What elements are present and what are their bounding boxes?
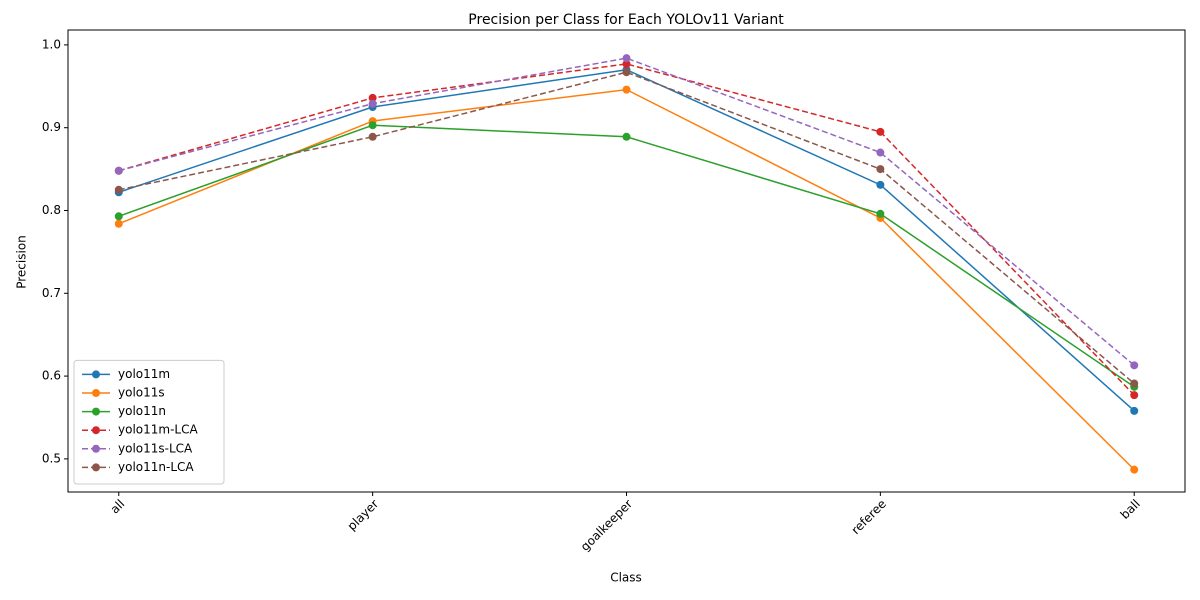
point xyxy=(876,148,885,157)
legend-label: yolo11m xyxy=(118,367,170,381)
legend-marker xyxy=(92,463,100,472)
x-tick-label: all xyxy=(108,497,128,517)
y-tick-label: 0.6 xyxy=(42,369,61,383)
y-tick-label: 1.0 xyxy=(42,37,61,51)
point xyxy=(622,132,631,141)
series-line xyxy=(118,68,1135,412)
point xyxy=(876,180,885,189)
point xyxy=(1130,406,1139,415)
point xyxy=(368,132,377,141)
series-line xyxy=(118,63,1135,396)
series-line xyxy=(118,124,1135,388)
plot-frame xyxy=(67,29,1186,493)
legend-label: yolo11n-LCA xyxy=(118,460,194,474)
x-axis-label: Class xyxy=(610,571,642,585)
legend-marker xyxy=(92,389,100,397)
legend-label: yolo11m-LCA xyxy=(118,423,198,437)
series-line xyxy=(118,71,1135,385)
legend-label: yolo11n xyxy=(118,404,166,418)
x-tick-label: player xyxy=(345,497,382,534)
legend-label: yolo11s xyxy=(118,386,165,400)
point xyxy=(1130,361,1139,370)
y-axis-label: Precision xyxy=(15,235,29,289)
point xyxy=(114,219,123,228)
y-tick-label: 0.8 xyxy=(42,203,61,217)
point xyxy=(114,212,123,221)
chart-title: Precision per Class for Each YOLOv11 Var… xyxy=(468,12,784,28)
point xyxy=(876,127,885,136)
point xyxy=(876,165,885,174)
legend-box xyxy=(73,359,225,485)
point xyxy=(622,85,631,94)
series-line xyxy=(118,88,1135,471)
x-tick-label: referee xyxy=(849,497,889,537)
point xyxy=(1130,379,1139,388)
x-tick-label: goalkeeper xyxy=(578,497,635,554)
point xyxy=(876,209,885,218)
series-line xyxy=(118,57,1135,366)
legend-marker xyxy=(92,407,100,416)
legend-marker xyxy=(92,370,100,379)
point xyxy=(368,99,377,108)
legend-label: yolo11s-LCA xyxy=(118,441,193,455)
point xyxy=(1130,391,1139,400)
legend-marker xyxy=(92,444,100,453)
x-tick-label: ball xyxy=(1118,497,1143,522)
point xyxy=(368,93,377,102)
legend-marker xyxy=(92,426,100,435)
point xyxy=(114,166,123,175)
point xyxy=(1130,465,1139,474)
point xyxy=(622,68,631,77)
y-tick-label: 0.7 xyxy=(42,286,61,300)
point xyxy=(114,185,123,194)
point xyxy=(622,54,631,63)
y-tick-label: 0.9 xyxy=(42,120,61,134)
point xyxy=(368,121,377,130)
point xyxy=(622,59,631,68)
y-tick-label: 0.5 xyxy=(42,451,61,465)
